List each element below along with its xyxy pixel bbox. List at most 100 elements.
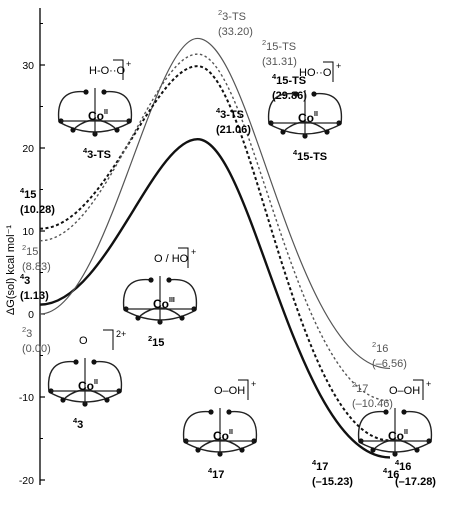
metal-label: CoII	[78, 379, 98, 393]
metal-label: CoII	[213, 429, 233, 443]
donor-atom	[208, 409, 214, 415]
energy-curves	[39, 37, 391, 459]
bound-ligand: O / HO	[154, 253, 189, 265]
structure-label: 415-TS	[293, 148, 327, 163]
spin-superscript: 4	[73, 416, 78, 425]
structure-label: 417	[208, 466, 224, 481]
bound-ligand: O–OH	[214, 385, 245, 397]
energy-curve-1	[39, 138, 391, 459]
annotation-name: 43	[20, 272, 30, 287]
annotation-value: (0.00)	[22, 343, 51, 355]
annotation-name: 23-TS	[218, 8, 246, 23]
y-tick-label: -10	[19, 392, 34, 404]
spin-superscript: 2	[148, 334, 152, 343]
species-name: 17	[212, 469, 224, 481]
species-name: 15	[26, 246, 38, 258]
oxidation-state: II	[104, 109, 108, 116]
spin-superscript: 2	[262, 38, 266, 47]
annotation-value: (33.20)	[218, 26, 253, 38]
donor-atom	[104, 397, 110, 403]
charge-bracket	[178, 247, 189, 268]
donor-atom	[135, 315, 141, 321]
donor-atom	[293, 91, 299, 97]
species-name: 17	[356, 383, 368, 395]
charge-label: +	[126, 59, 131, 69]
structure-3: CoII O 2+ 43	[47, 329, 126, 431]
annotation-name: 217	[352, 380, 368, 395]
donor-atom	[73, 359, 79, 365]
donor-atom	[70, 127, 76, 133]
species-name: 3-TS	[87, 149, 111, 161]
donor-atom	[370, 447, 376, 453]
annotation-name: 216	[372, 340, 388, 355]
donor-atom	[114, 127, 120, 133]
species-name: 17	[316, 461, 328, 473]
annotation-value: (–6.56)	[372, 358, 407, 370]
species-name: 16	[399, 461, 411, 473]
metal-label: CoII	[298, 111, 318, 125]
oxidation-state: II	[94, 379, 98, 386]
charge-bracket	[238, 379, 249, 400]
metal-label: CoII	[88, 109, 108, 123]
energy-curve-2	[39, 37, 391, 370]
donor-atom	[226, 409, 232, 415]
y-tick-label: 0	[28, 309, 34, 321]
species-name: 3	[26, 328, 32, 340]
oxidation-state: III	[169, 297, 175, 304]
donor-atom	[148, 277, 154, 283]
spin-superscript: 4	[312, 458, 317, 467]
energy-curve-4	[39, 53, 391, 402]
charge-label: +	[336, 61, 341, 71]
annotation-value: (–17.28)	[395, 476, 436, 488]
ligand-cage	[357, 410, 433, 453]
spin-superscript: 4	[216, 106, 221, 115]
donor-atom	[166, 277, 172, 283]
ligand-cage	[122, 278, 198, 321]
annotation-value: (8.83)	[22, 261, 51, 273]
spin-superscript: 4	[20, 186, 25, 195]
species-name: 3	[77, 419, 83, 431]
species-name: 15	[24, 189, 36, 201]
donor-atom	[91, 359, 97, 365]
structure-label: 215	[148, 334, 164, 349]
ligand-cage	[182, 410, 258, 453]
annotation-value: (31.31)	[262, 56, 297, 68]
ligand-cage	[47, 360, 123, 403]
annotation-name: 215-TS	[262, 38, 296, 53]
charge-label: +	[426, 379, 431, 389]
spin-superscript: 2	[352, 380, 356, 389]
ligand-cage	[57, 90, 133, 133]
oxidation-state: II	[314, 111, 318, 118]
annotation-name: 215	[22, 243, 38, 258]
donor-atom	[101, 89, 107, 95]
structure-label: 43-TS	[83, 146, 111, 161]
bound-ligand: HO··O	[299, 67, 332, 79]
donor-atom	[195, 447, 201, 453]
annotations: 23-TS(33.20)215-TS(31.31)415-TS(29.86)43…	[20, 8, 436, 488]
species-name: 16	[387, 469, 399, 481]
charge-bracket	[103, 329, 114, 350]
species-name: 15-TS	[297, 151, 327, 163]
species-name: 3-TS	[220, 109, 244, 121]
donor-atom	[401, 409, 407, 415]
annotation-name: 43-TS	[216, 106, 244, 121]
bound-ligand: O–OH	[389, 385, 420, 397]
charge-bracket	[323, 61, 334, 82]
ligand-cage	[267, 92, 343, 135]
oxidation-state: II	[404, 429, 408, 436]
oxidation-state: II	[229, 429, 233, 436]
spin-superscript: 4	[383, 466, 388, 475]
structure-label: 43	[73, 416, 83, 431]
charge-bracket	[413, 379, 424, 400]
y-axis-label: ΔG(sol) kcal mol⁻¹	[5, 225, 17, 315]
metal-label: CoII	[388, 429, 408, 443]
structure-17: CoII O–OH +417	[182, 379, 258, 481]
annotation-value: (1.13)	[20, 290, 49, 302]
y-tick-label: 10	[22, 226, 34, 238]
annotation-name: 417	[312, 458, 328, 473]
y-tick-label: 30	[22, 60, 34, 72]
annotation-name: 23	[22, 325, 32, 340]
annotation-value: (21.06)	[216, 124, 251, 136]
